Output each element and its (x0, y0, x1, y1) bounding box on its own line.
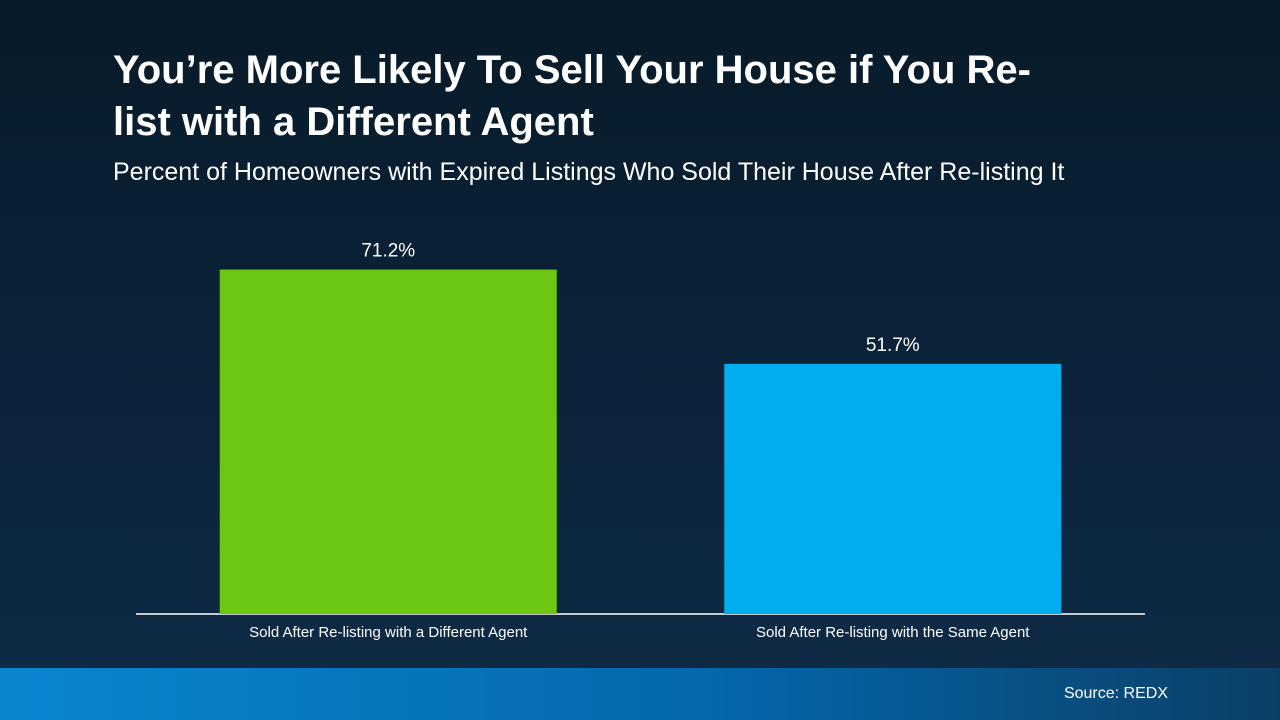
chart: 71.2% Sold After Re-listing with a Differ… (219, 241, 1062, 641)
bar (724, 363, 1062, 614)
value-label: 71.2% (361, 241, 415, 262)
source: Source: REDX (1063, 685, 1168, 702)
x-tick-label: Sold After Re-listing with a Different A… (249, 624, 528, 641)
x-tick-label: Sold After Re-listing with the Same Agen… (756, 624, 1030, 641)
chart-title: You’re More Likely To Sell Your House if… (113, 48, 1031, 144)
chart-subtitle: Percent of Homeowners with Expired Listi… (113, 158, 1065, 186)
value-label: 51.7% (866, 335, 920, 356)
footer: Source: REDX (0, 668, 1280, 720)
bar (219, 269, 557, 614)
